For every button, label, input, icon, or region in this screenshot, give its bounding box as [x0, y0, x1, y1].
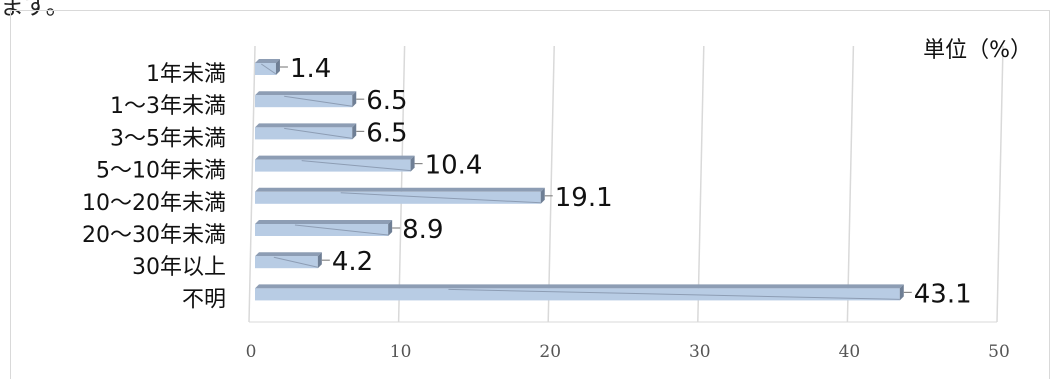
- x-tick-label: 0: [246, 342, 257, 362]
- bar: [255, 256, 318, 269]
- bar: [255, 127, 353, 140]
- gridline: [547, 45, 555, 323]
- category-label: 1年未満: [146, 62, 226, 87]
- bar-top: [255, 155, 415, 160]
- x-tick-label: 30: [689, 342, 711, 362]
- category-label: 5〜10年未満: [96, 159, 226, 184]
- value-labels: 1.4 6.56.5 10.4 19.1 8.9 4.2 43.1: [290, 54, 972, 309]
- bar-top: [255, 284, 904, 289]
- x-tick-label: 40: [839, 342, 861, 362]
- x-tick-label: 50: [988, 342, 1010, 362]
- bar-leader: [273, 256, 318, 268]
- value-label: 6.5: [366, 86, 407, 116]
- bar: [255, 191, 541, 204]
- value-label: 19.1: [555, 183, 613, 213]
- category-labels: 1年未満 1〜3年未満 3〜5年未満 5〜10年未満 10〜20年未満 20〜30年未満 3…: [82, 62, 226, 312]
- gridline: [846, 45, 855, 323]
- bar-end: [899, 284, 904, 301]
- value-label: 4.2: [332, 247, 373, 277]
- bar-end: [275, 59, 280, 75]
- gridline: [248, 45, 256, 323]
- unit-label: 単位（%）: [923, 38, 1032, 63]
- bar-end: [540, 187, 545, 204]
- bar-end: [388, 220, 393, 236]
- bar-leader: [301, 160, 411, 172]
- category-label: 10〜20年未満: [82, 191, 226, 216]
- bar-top: [255, 220, 393, 224]
- bar: [255, 159, 411, 172]
- bar-top: [255, 187, 545, 192]
- value-label: 1.4: [290, 54, 331, 84]
- bar-leader: [340, 192, 541, 204]
- chart-frame: [10, 10, 1050, 379]
- bar: [255, 288, 900, 301]
- bar-leader: [261, 63, 277, 75]
- gridline: [397, 45, 406, 323]
- bar-end: [317, 252, 322, 269]
- bar-top: [255, 252, 322, 257]
- value-label: 43.1: [914, 279, 972, 309]
- value-label: 10.4: [425, 151, 483, 181]
- category-label: 20〜30年未満: [82, 223, 226, 248]
- x-tick-label: 20: [539, 342, 561, 362]
- bar: [255, 224, 389, 236]
- category-label: 3〜5年未満: [110, 126, 226, 151]
- bar-leader: [448, 288, 900, 300]
- category-label: 30年以上: [132, 255, 226, 280]
- category-label: 1〜3年未満: [110, 94, 226, 119]
- bar-leader: [284, 95, 353, 107]
- x-tick-labels: 0 10 20 30 40 50: [246, 342, 1010, 362]
- category-label: 不明: [182, 287, 226, 312]
- gridline: [697, 45, 705, 323]
- value-label: 6.5: [366, 118, 407, 148]
- bar-leader: [284, 127, 353, 139]
- bar: [255, 63, 276, 75]
- value-label: 8.9: [402, 215, 443, 245]
- bar-leader: [294, 224, 389, 236]
- bar: [255, 95, 353, 108]
- bars: [255, 59, 912, 301]
- bar-end: [410, 155, 415, 172]
- gridlines: [248, 45, 1004, 323]
- bar-top: [255, 123, 357, 128]
- gridline: [996, 45, 1004, 323]
- bar-end: [352, 123, 357, 140]
- bar-top: [255, 91, 357, 96]
- bar-end: [352, 91, 357, 108]
- x-tick-label: 10: [390, 342, 412, 362]
- bar-top: [255, 59, 280, 63]
